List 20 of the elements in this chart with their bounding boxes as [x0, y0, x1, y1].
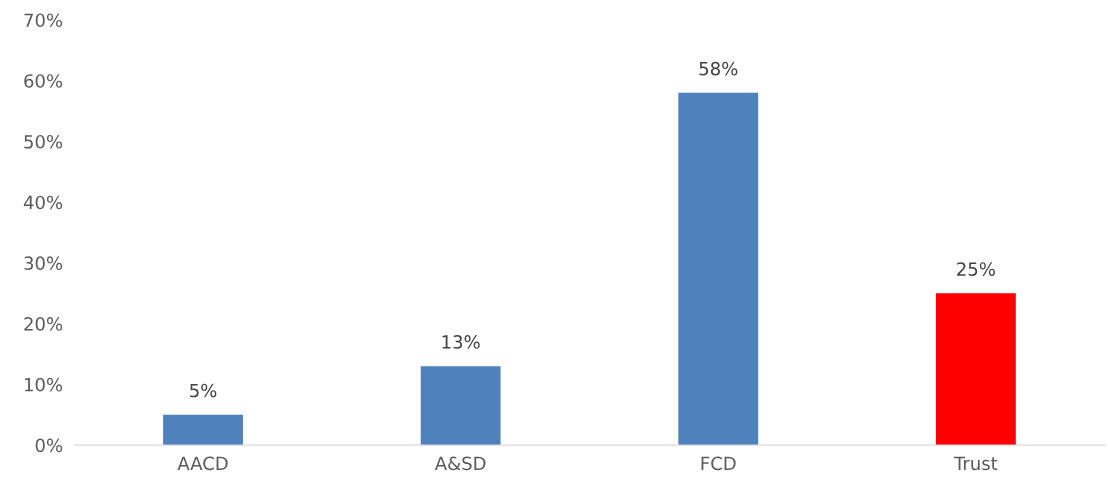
y-tick-label: 60%	[24, 74, 63, 88]
x-tick-label: A&SD	[434, 456, 486, 471]
data-label: 13%	[442, 335, 480, 349]
y-tick-label: 50%	[24, 134, 63, 149]
data-label: 25%	[957, 262, 995, 276]
y-tick-label: 70%	[24, 13, 63, 28]
y-tick-label: 40%	[23, 195, 63, 210]
x-tick-label: Trust	[953, 456, 998, 471]
bar	[163, 414, 243, 446]
x-tick-label: AACD	[177, 456, 228, 471]
y-tick-label: 10%	[24, 377, 63, 392]
y-tick-label: 20%	[24, 317, 63, 331]
bar	[420, 366, 501, 446]
data-label: 5%	[190, 383, 217, 398]
data-label: 58%	[699, 61, 738, 76]
y-tick-label: 0%	[35, 438, 63, 453]
bar	[678, 92, 759, 446]
bar	[935, 293, 1016, 446]
y-tick-label: 30%	[24, 256, 63, 271]
x-tick-label: FCD	[701, 456, 736, 471]
